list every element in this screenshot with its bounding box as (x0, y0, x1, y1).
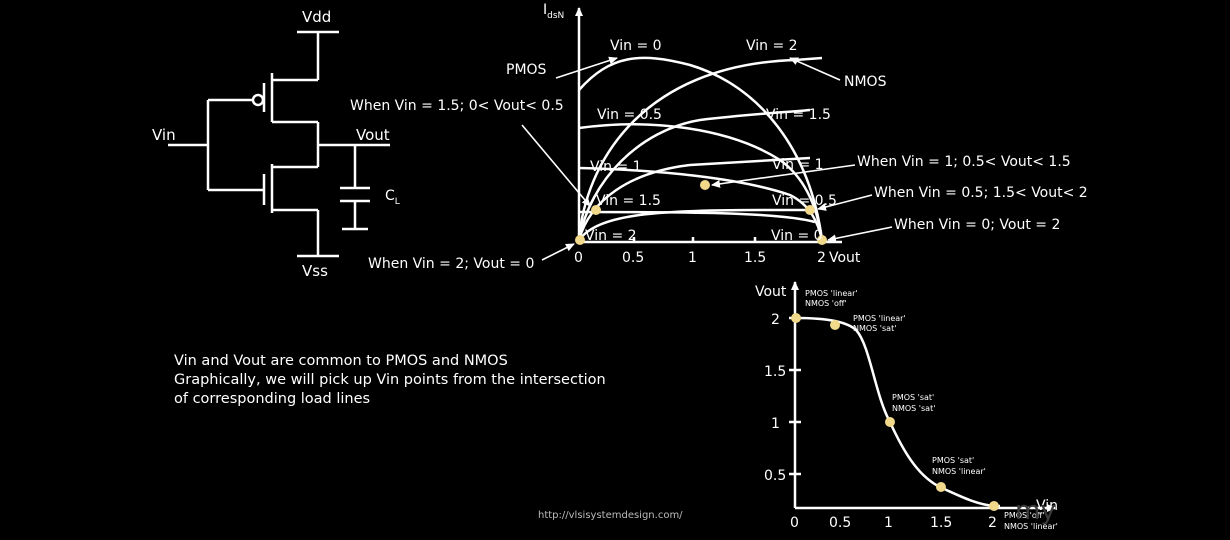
label-vin1-left: Vin = 1 (590, 159, 642, 175)
pmos-curve-vin1 (578, 166, 824, 241)
vtc-ytick-label-05: 0.5 (764, 468, 786, 484)
vtc-ytick-label-15: 1.5 (764, 364, 786, 380)
curve-labels: Vin = 0 Vin = 2 PMOS NMOS Vin = 0.5 Vin … (506, 38, 887, 244)
pmos-curve-vin15 (578, 210, 816, 224)
annotation-arrows (521, 56, 893, 261)
region-1-pmos: PMOS 'linear' (805, 289, 858, 298)
label-pmos: PMOS (506, 62, 547, 78)
arrow-a2 (541, 243, 575, 261)
label-vin15-left: Vin = 1.5 (596, 193, 661, 209)
arrow-a1 (711, 164, 856, 188)
vout-label: Vout (356, 126, 390, 144)
region-5-pmos: PMOS 'off' (1004, 511, 1044, 520)
marker-vin05 (805, 205, 815, 215)
caption-block: Vin and Vout are common to PMOS and NMOS… (174, 352, 606, 409)
marker-vin2 (575, 235, 585, 245)
region-5-nmos: NMOS 'linear' (1004, 522, 1058, 531)
vtc-marker-1 (791, 313, 801, 323)
nmos-curve-vin15 (577, 108, 811, 241)
vtc-marker-3 (885, 417, 895, 427)
marker-vin0 (817, 235, 827, 245)
vtc-ylabel: Vout (755, 284, 787, 300)
vtc-xtick-label-15: 1.5 (930, 515, 952, 531)
label-vin2-top: Vin = 2 (746, 38, 798, 54)
intersection-markers (575, 180, 827, 245)
vss-label: Vss (302, 262, 328, 280)
lx-tick-2: 2 (817, 250, 826, 266)
vtc-marker-5 (989, 501, 999, 511)
annotation-vin1: When Vin = 1; 0.5< Vout< 1.5 (857, 154, 1071, 170)
annotation-vin15: When Vin = 1.5; 0< Vout< 0.5 (350, 98, 564, 114)
lx-tick-1: 1 (688, 250, 697, 266)
annotation-vin0: When Vin = 0; Vout = 2 (894, 217, 1060, 233)
lx-tick-0: 0 (574, 250, 583, 266)
pmos-curve-vin05 (578, 123, 824, 241)
caption-line-2: Graphically, we will pick up Vin points … (174, 372, 606, 388)
pmos-bubble (251, 93, 265, 107)
marker-vin15 (591, 205, 601, 215)
pmos-arrow (555, 56, 618, 79)
vtc-xtick-label-05: 0.5 (829, 515, 851, 531)
load-curves (577, 56, 824, 241)
source-url: http://vlsisystemdesign.com/ (538, 510, 683, 521)
vdd-label: Vdd (302, 8, 331, 26)
lx-axis-label: Vout (829, 250, 861, 266)
nmos-curve-vin05 (578, 208, 815, 241)
region-2-nmos: NMOS 'sat' (853, 324, 896, 333)
label-vin0-top: Vin = 0 (610, 38, 662, 54)
vin-label: Vin (152, 126, 176, 144)
label-vin1-right: Vin = 1 (772, 157, 824, 173)
marker-vin1 (700, 180, 710, 190)
region-1-nmos: NMOS 'off' (805, 299, 847, 308)
caption-line-1: Vin and Vout are common to PMOS and NMOS (174, 353, 508, 369)
annotations: When Vin = 1.5; 0< Vout< 0.5 When Vin = … (350, 98, 1088, 272)
vtc-markers (791, 313, 999, 511)
vtc-region-labels: PMOS 'linear' NMOS 'off' PMOS 'linear' N… (805, 289, 1058, 531)
vtc-ytick-label-1: 1 (771, 416, 780, 432)
label-nmos: NMOS (844, 74, 887, 90)
nmos-arrow (789, 57, 841, 81)
arrow-a0 (827, 226, 893, 243)
annotation-vin05: When Vin = 0.5; 1.5< Vout< 2 (874, 185, 1088, 201)
vtc-marker-4 (936, 482, 946, 492)
vtc-xtick-label-0: 0 (790, 515, 799, 531)
arrow-a15 (521, 124, 591, 207)
load-line-axes (575, 7, 842, 244)
annotation-vin2: When Vin = 2; Vout = 0 (368, 256, 534, 272)
arrow-a05 (817, 194, 873, 211)
label-vin2-bottom: Vin = 2 (585, 228, 637, 244)
region-3-pmos: PMOS 'sat' (892, 393, 934, 402)
vtc-ytick-label-2: 2 (771, 312, 780, 328)
idsn-label: IdsN (543, 2, 564, 21)
region-4-nmos: NMOS 'linear' (932, 467, 986, 476)
vtc-xtick-label-2: 2 (988, 515, 997, 531)
region-2-pmos: PMOS 'linear' (853, 314, 906, 323)
vtc-marker-2 (830, 320, 840, 330)
label-vin05-left: Vin = 0.5 (597, 107, 662, 123)
lx-tick-15: 1.5 (744, 250, 766, 266)
watermark: my (1015, 496, 1056, 526)
vtc-xtick-label-1: 1 (884, 515, 893, 531)
label-vin0-bottom: Vin = 0 (771, 228, 823, 244)
inverter-circuit (168, 30, 390, 258)
caption-line-3: of corresponding load lines (174, 391, 371, 407)
vtc-xlabel: Vin (1036, 498, 1058, 514)
nmos-curve-vin2 (577, 56, 823, 241)
label-vin15-right: Vin = 1.5 (766, 107, 831, 123)
cap-label: CL (385, 188, 400, 207)
region-3-nmos: NMOS 'sat' (892, 404, 935, 413)
region-4-pmos: PMOS 'sat' (932, 456, 974, 465)
lx-tick-05: 0.5 (622, 250, 644, 266)
